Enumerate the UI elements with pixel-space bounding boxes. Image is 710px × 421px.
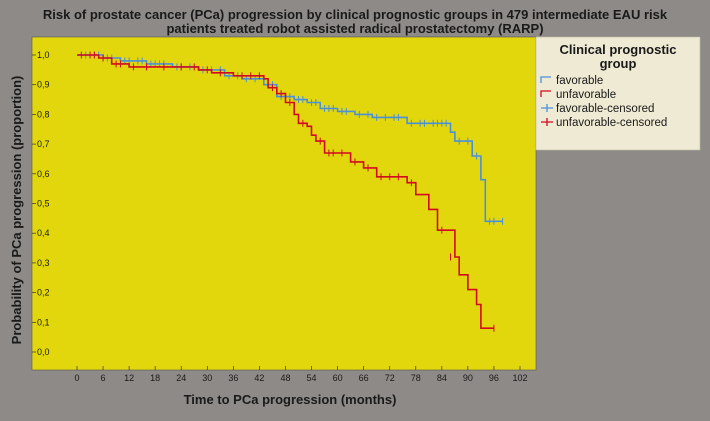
x-tick-label: 18	[150, 373, 160, 383]
x-tick-label: 84	[437, 373, 447, 383]
y-tick-label: 0,2	[37, 288, 50, 298]
y-tick-label: 0,9	[37, 80, 50, 90]
x-tick-label: 96	[489, 373, 499, 383]
x-tick-label: 54	[307, 373, 317, 383]
x-tick-label: 72	[385, 373, 395, 383]
y-tick-label: 0,4	[37, 228, 50, 238]
y-tick-label: 0,5	[37, 199, 50, 209]
chart-title-line1: Risk of prostate cancer (PCa) progressio…	[43, 7, 668, 22]
x-tick-label: 0	[74, 373, 79, 383]
y-tick-label: 0,3	[37, 258, 50, 268]
legend-label: unfavorable	[556, 89, 616, 101]
legend-label: favorable-censored	[556, 103, 654, 115]
legend-swatch-plus	[541, 104, 553, 112]
x-tick-label: 60	[333, 373, 343, 383]
legend-box	[535, 36, 701, 151]
legend-entries: favorable unfavorable favorable-censored un…	[540, 75, 667, 129]
x-axis-title: Time to PCa progression (months)	[184, 392, 397, 407]
legend-title-line1: Clinical prognostic	[559, 42, 676, 57]
x-tick-label: 102	[512, 373, 527, 383]
y-tick-label: 1,0	[37, 50, 50, 60]
x-tick-label: 90	[463, 373, 473, 383]
y-tick-label: 0,6	[37, 169, 50, 179]
x-tick-label: 36	[228, 373, 238, 383]
y-axis-title: Probability of PCa progression (proporti…	[9, 76, 24, 345]
x-tick-label: 78	[411, 373, 421, 383]
chart-title-line2: patients treated robot assisted radical …	[166, 21, 543, 36]
legend-label: unfavorable-censored	[556, 117, 667, 129]
plot-area	[31, 36, 537, 371]
y-tick-label: 0,8	[37, 109, 50, 119]
legend: Clinical prognostic group favorable unfav…	[535, 36, 701, 151]
x-tick-label: 24	[176, 373, 186, 383]
x-tick-label: 30	[202, 373, 212, 383]
legend-swatch-plus	[541, 118, 553, 126]
x-axis-ticks: 0 6 12 18 24 30 36 42 48 54 60 66 72 78 84 90 96 102	[74, 366, 528, 383]
legend-title-line2: group	[600, 56, 637, 71]
series-layer	[77, 51, 504, 332]
y-axis-ticks: 0,0 0,1 0,2 0,3 0,4 0,5 0,6 0,7 0,8 0,9 1,0	[32, 50, 50, 357]
series-line-unfavorable	[77, 54, 494, 329]
x-tick-label: 66	[359, 373, 369, 383]
x-tick-label: 48	[280, 373, 290, 383]
series-line-favorable	[77, 54, 503, 223]
x-tick-label: 6	[101, 373, 106, 383]
legend-label: favorable	[556, 75, 603, 87]
y-tick-label: 0,0	[37, 347, 50, 357]
y-tick-label: 0,7	[37, 139, 50, 149]
y-tick-label: 0,1	[37, 317, 50, 327]
legend-swatch-step	[540, 90, 551, 97]
legend-swatch-step	[540, 76, 551, 83]
x-tick-label: 42	[254, 373, 264, 383]
x-tick-label: 12	[124, 373, 134, 383]
